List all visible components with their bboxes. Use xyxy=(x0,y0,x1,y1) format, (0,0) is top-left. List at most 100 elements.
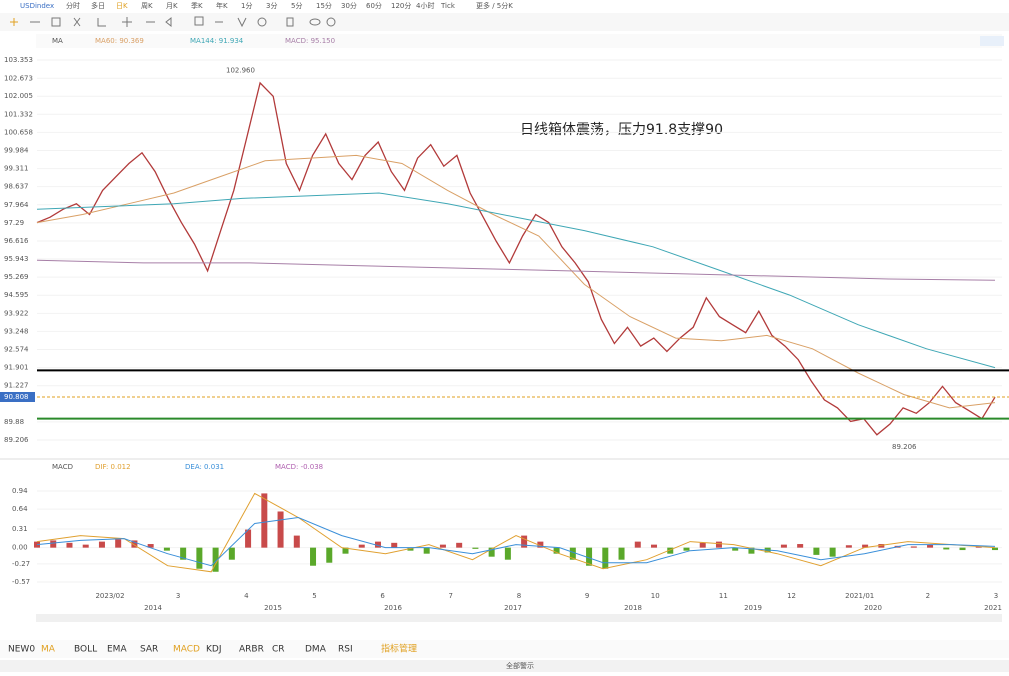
y-tick-label: -0.27 xyxy=(12,560,30,568)
period-tab[interactable]: 月K xyxy=(166,2,178,10)
period-tab[interactable]: 3分 xyxy=(266,1,277,10)
period-tab[interactable]: 多日 xyxy=(91,1,105,10)
indicator-tab[interactable]: ARBR xyxy=(239,645,264,655)
settings-button[interactable] xyxy=(980,36,1004,46)
status-text: 全部警示 xyxy=(506,661,534,670)
period-tab[interactable]: 4小时 xyxy=(416,1,434,10)
indicator-tab[interactable]: BOLL xyxy=(74,645,97,655)
macd-bar xyxy=(277,511,284,548)
macd-bar xyxy=(992,547,998,551)
indicator-tab[interactable]: MACD xyxy=(173,645,200,655)
macd-bar xyxy=(537,541,544,548)
x-tick-label: 2015 xyxy=(264,604,282,612)
macd-bar xyxy=(862,544,869,548)
macd-bar xyxy=(521,535,528,548)
period-tab[interactable]: 分时 xyxy=(66,1,80,10)
y-tick-label: 89.206 xyxy=(4,436,29,444)
period-tab[interactable]: 60分 xyxy=(366,1,382,10)
x-tick-label: 2019 xyxy=(744,604,762,612)
macd-bar xyxy=(82,544,89,548)
period-tab[interactable]: Tick xyxy=(440,2,456,10)
y-tick-label: 99.311 xyxy=(4,165,29,173)
period-tab[interactable]: 120分 xyxy=(391,1,411,10)
last-price-label: 90.808 xyxy=(4,393,29,401)
macd-bar xyxy=(391,542,398,548)
indicator-tab[interactable]: 指标管理 xyxy=(381,643,417,655)
indicator-tab[interactable]: DMA xyxy=(305,645,327,655)
x-tick-label: 3 xyxy=(994,592,998,600)
x-tick-label: 3 xyxy=(176,592,180,600)
scrollbar[interactable] xyxy=(36,614,1002,622)
y-tick-label: 94.595 xyxy=(4,291,29,299)
period-tab[interactable]: 季K xyxy=(191,1,203,10)
indicator-tab[interactable]: RSI xyxy=(338,645,353,655)
y-tick-label: 96.616 xyxy=(4,237,29,245)
macd-bar xyxy=(780,544,787,548)
period-tab[interactable]: 5分 xyxy=(291,1,302,10)
x-tick-label: 5 xyxy=(312,592,316,600)
low-label: 89.206 xyxy=(892,443,917,451)
indicator-tab[interactable]: SAR xyxy=(140,645,158,655)
legend-title: MACD xyxy=(52,463,73,471)
macd-bar xyxy=(504,547,511,560)
symbol[interactable]: USDindex xyxy=(20,2,54,10)
period-tab[interactable]: 15分 xyxy=(316,1,332,10)
indicator-tab[interactable]: EMA xyxy=(107,645,127,655)
indicator-tab[interactable]: MA xyxy=(41,645,56,655)
period-tab[interactable]: 更多 / 5分K xyxy=(476,1,513,10)
y-tick-label: 102.005 xyxy=(4,92,33,100)
period-tab[interactable]: 1分 xyxy=(241,1,252,10)
macd-bar xyxy=(813,547,820,555)
x-tick-label: 10 xyxy=(651,592,660,600)
series-line xyxy=(36,154,996,409)
macd-bar xyxy=(196,547,203,569)
period-tab[interactable]: 年K xyxy=(216,1,228,10)
y-tick-label: 99.984 xyxy=(4,146,29,154)
macd-bar xyxy=(472,547,479,549)
macd-bar xyxy=(553,547,560,554)
series-line xyxy=(36,516,996,567)
legend-item: MACD: 95.150 xyxy=(285,37,335,45)
y-tick-label: 0.94 xyxy=(12,487,28,495)
series-line xyxy=(36,492,996,573)
y-tick-label: -0.57 xyxy=(12,578,30,586)
macd-bar xyxy=(878,544,885,548)
y-tick-label: 0.64 xyxy=(12,505,28,513)
x-tick-label: 2021/01 xyxy=(845,592,874,600)
drawing-toolbar xyxy=(0,13,1009,31)
macd-bar xyxy=(310,547,317,566)
macd-bar xyxy=(651,544,658,548)
macd-bar xyxy=(261,493,268,548)
macd-bar xyxy=(212,547,219,572)
macd-bar xyxy=(293,535,300,548)
legend-item: MA60: 90.369 xyxy=(95,37,144,45)
legend-title: MA xyxy=(52,37,63,45)
macd-bar xyxy=(975,546,982,548)
y-tick-label: 0.31 xyxy=(12,525,28,533)
y-tick-label: 102.673 xyxy=(4,74,33,82)
macd-bar xyxy=(943,547,950,550)
x-tick-label: 2014 xyxy=(144,604,162,612)
macd-bar xyxy=(98,541,105,548)
tool-icons xyxy=(10,16,336,28)
macd-bar xyxy=(374,541,381,548)
macd-bar xyxy=(407,547,414,551)
macd-bar xyxy=(748,547,755,554)
macd-bar xyxy=(618,547,625,560)
indicator-tab[interactable]: NEW0 xyxy=(8,645,35,655)
x-tick-label: 2 xyxy=(926,592,930,600)
legend-item: MACD: -0.038 xyxy=(275,463,323,471)
period-tab[interactable]: 日K xyxy=(116,2,128,10)
indicator-tab[interactable]: KDJ xyxy=(206,645,222,655)
period-tab[interactable]: 30分 xyxy=(341,1,357,10)
x-tick-label: 2020 xyxy=(864,604,882,612)
indicator-tab[interactable]: CR xyxy=(272,645,285,655)
y-tick-label: 97.29 xyxy=(4,219,24,227)
x-tick-label: 2023/02 xyxy=(95,592,124,600)
period-tab[interactable]: 周K xyxy=(141,2,153,10)
series-line xyxy=(36,259,996,281)
macd-bar xyxy=(699,542,706,548)
macd-bar xyxy=(228,547,235,560)
y-tick-label: 91.901 xyxy=(4,364,29,372)
